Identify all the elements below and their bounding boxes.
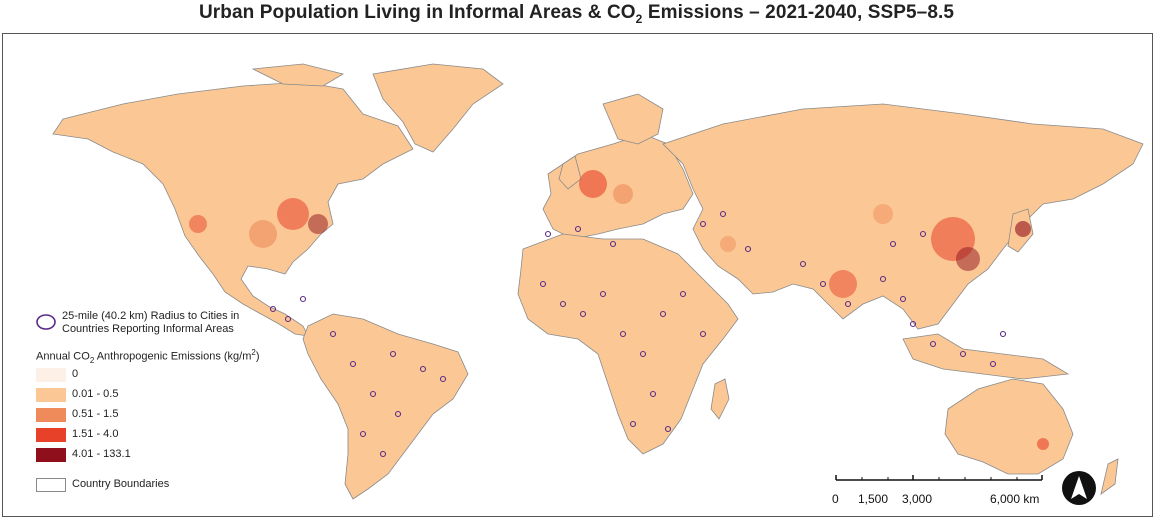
- legend-label-1: 0.01 - 0.5: [72, 388, 119, 400]
- north-america-landmass: [52, 81, 414, 337]
- africa-landmass: [517, 233, 739, 455]
- madagascar: [710, 378, 730, 420]
- city-radius-legend-icon: [36, 313, 58, 334]
- scale-label-6000: 6,000 km: [990, 492, 1040, 506]
- new-zealand: [1100, 458, 1119, 495]
- scale-label-3000: 3,000: [902, 492, 933, 506]
- map-frame: [2, 33, 1153, 517]
- legend-label-2: 0.51 - 1.5: [72, 408, 119, 420]
- city-radius-label-2: Countries Reporting Informal Areas: [62, 323, 234, 335]
- emissions-legend-title: Annual CO2 Anthropogenic Emissions (kg/m…: [36, 348, 260, 365]
- legend-swatch-3: [36, 428, 66, 442]
- british-isles: [558, 155, 582, 190]
- legend-label-4: 4.01 - 133.1: [72, 448, 131, 460]
- emissions-hotspots: [189, 170, 1049, 450]
- arctic-islands: [251, 63, 345, 87]
- legend-label-0: 0: [72, 368, 79, 380]
- scale-label-0: 0: [832, 492, 839, 506]
- indonesia: [902, 333, 1070, 380]
- scale-bar: 0 1,500 3,000 6,000 km: [832, 474, 1052, 510]
- legend-label-3: 1.51 - 4.0: [72, 428, 119, 440]
- legend-swatch-4: [36, 448, 66, 462]
- world-map: [52, 63, 1144, 500]
- legend-swatch-1: [36, 388, 66, 402]
- north-arrow-icon: [1061, 470, 1097, 511]
- map-title: Urban Population Living in Informal Area…: [198, 2, 955, 26]
- scale-bar-graphic: [835, 475, 1043, 481]
- scandinavia: [602, 93, 664, 145]
- legend-swatch-0: [36, 368, 66, 382]
- legend-swatch-2: [36, 408, 66, 422]
- greenland: [372, 63, 504, 153]
- legend-boundary-swatch: [36, 478, 66, 492]
- city-radius-circles: [269, 210, 1007, 458]
- scale-label-1500: 1,500: [858, 492, 889, 506]
- asia-landmass: [662, 103, 1144, 330]
- australia-landmass: [944, 378, 1074, 475]
- city-radius-label-1: 25-mile (40.2 km) Radius to Cities in: [62, 310, 240, 322]
- legend-boundary-label: Country Boundaries: [72, 478, 170, 490]
- south-america-landmass: [302, 313, 469, 500]
